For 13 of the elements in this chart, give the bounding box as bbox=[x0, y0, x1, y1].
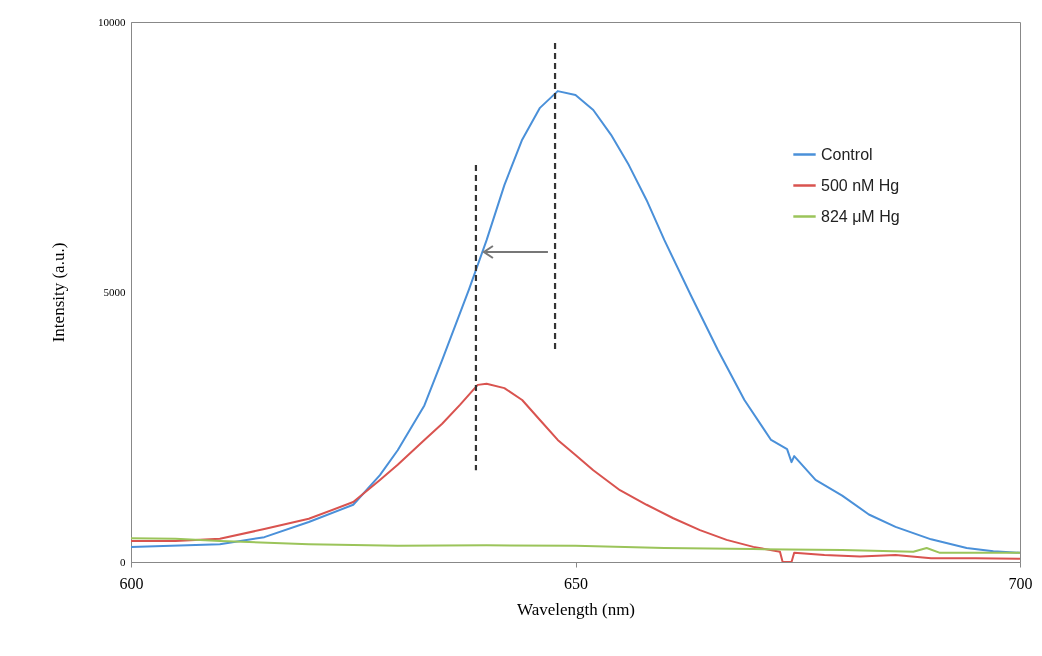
y-tick-label: 10000 bbox=[98, 15, 126, 28]
line-series bbox=[131, 537, 1020, 554]
x-tick-label: 700 bbox=[1008, 574, 1033, 592]
legend-label: 824 μM Hg bbox=[821, 207, 900, 225]
y-tick-label: 5000 bbox=[103, 285, 126, 298]
line-series bbox=[131, 382, 1020, 562]
y-axis-title: Intensity (a.u.) bbox=[49, 242, 68, 343]
x-tick-label: 650 bbox=[564, 574, 588, 592]
x-axis-title: Wavelength (nm) bbox=[516, 599, 636, 619]
y-tick-label: 0 bbox=[120, 555, 126, 568]
x-tick-label: 600 bbox=[119, 574, 144, 592]
legend-label: Control bbox=[821, 145, 873, 163]
legend-label: 500 nM Hg bbox=[821, 176, 900, 194]
